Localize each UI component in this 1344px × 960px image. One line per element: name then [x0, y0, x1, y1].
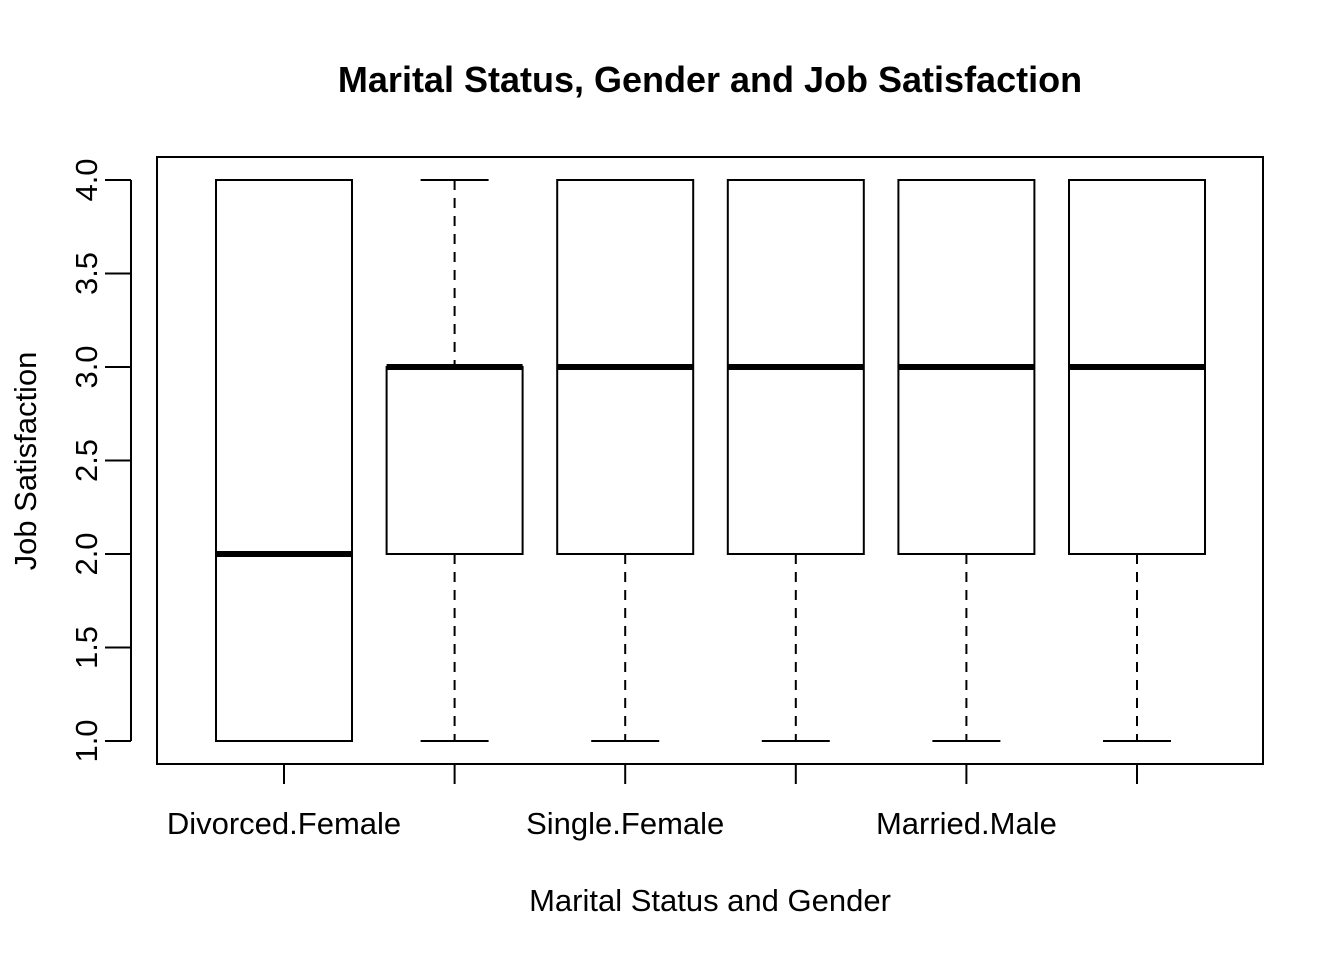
y-tick-label: 4.0	[69, 158, 104, 201]
iqr-box	[215, 179, 353, 742]
x-tick-label: Single.Female	[526, 806, 724, 841]
x-axis-label: Marital Status and Gender	[529, 883, 891, 918]
x-tick-label: Married.Male	[876, 806, 1057, 841]
y-tick-label: 1.0	[69, 719, 104, 762]
box-2	[385, 179, 524, 742]
iqr-box	[385, 366, 524, 555]
boxes-group	[215, 179, 1206, 742]
box-4	[726, 179, 865, 742]
y-tick-label: 2.5	[69, 439, 104, 482]
y-tick-label: 1.5	[69, 626, 104, 669]
chart-title: Marital Status, Gender and Job Satisfact…	[338, 59, 1082, 100]
y-tick-label: 3.5	[69, 252, 104, 295]
plot-frame	[156, 156, 1264, 765]
y-tick-label: 2.0	[69, 532, 104, 575]
x-tick-label: Divorced.Female	[167, 806, 401, 841]
y-axis: 1.0 1.5 2.0 2.5 3.0 3.5 4.0	[69, 158, 132, 763]
box-5	[897, 179, 1036, 742]
box-1	[215, 179, 353, 742]
box-6	[1068, 179, 1206, 742]
x-axis: Divorced.Female Single.Female Married.Male	[167, 764, 1138, 841]
box-3	[556, 179, 695, 742]
y-tick-label: 3.0	[69, 345, 104, 388]
y-axis-label: Job Satisfaction	[8, 352, 43, 571]
